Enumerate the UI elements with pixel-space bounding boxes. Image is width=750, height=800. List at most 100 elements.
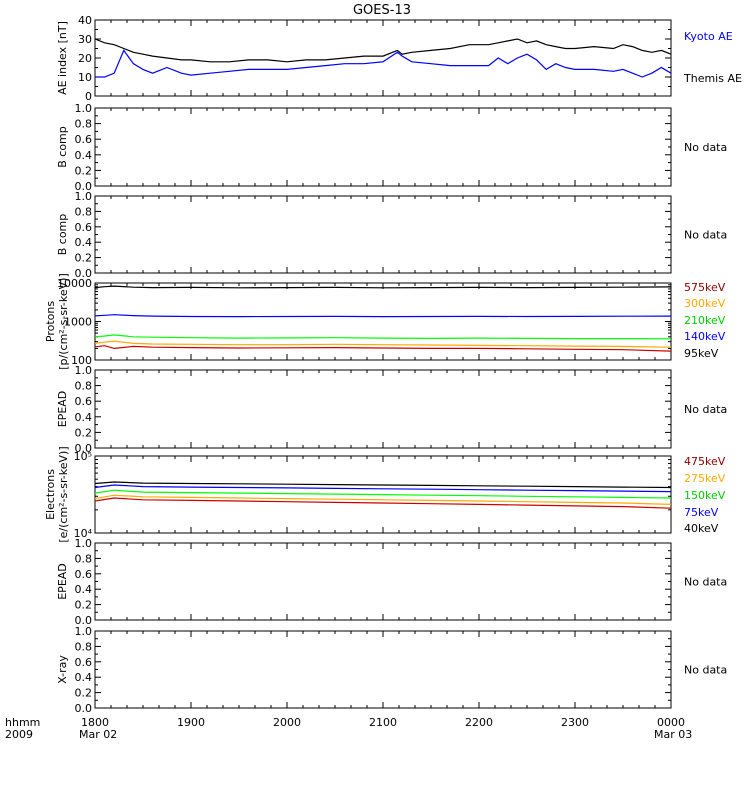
y-axis-label: Protons (44, 301, 57, 342)
panel-frame (94, 195, 672, 274)
series-line-300kev (94, 340, 672, 348)
y-axis-label: Electrons (44, 469, 57, 520)
y-tick-label: 1.0 (75, 102, 93, 115)
y-tick-label: 0.6 (75, 568, 93, 581)
series-line-475kev (94, 497, 672, 509)
y-axis-label: EPEAD (56, 391, 69, 428)
y-tick-label: 1.0 (75, 190, 93, 203)
y-tick-label: 0.0 (75, 442, 93, 455)
y-tick-label: 100 (71, 354, 92, 367)
time-axis-year-label: 2009 (5, 728, 33, 741)
y-tick-label: 0.6 (75, 221, 93, 234)
y-tick-label: 0.4 (75, 411, 93, 424)
y-tick-label: 10⁴ (74, 527, 93, 540)
panel-frame (94, 369, 672, 449)
y-axis-label: X-ray (56, 655, 69, 684)
y-tick-label: 40 (78, 14, 92, 27)
y-axis-label: B comp (56, 214, 69, 256)
y-tick-label: 1.0 (75, 625, 93, 638)
y-tick-label: 0.0 (75, 267, 93, 280)
time-tick-label: 1900 (177, 716, 205, 729)
y-tick-label: 0.0 (75, 702, 93, 715)
y-tick-label: 0.0 (75, 180, 93, 193)
time-axis-unit-label: hhmm (5, 716, 40, 729)
y-tick-label: 1000 (64, 316, 92, 329)
panel-xray: 0.0 0.2 0.4 0.6 0.8 1.0 X-ray No data (56, 625, 727, 715)
y-tick-label: 10000 (57, 277, 92, 290)
time-tick-label: 0000 (657, 716, 685, 729)
y-tick-label: 0.6 (75, 395, 93, 408)
panel-frame (94, 107, 672, 187)
panel-epead2: 0.0 0.2 0.4 0.6 0.8 1.0 EPEAD No data (56, 537, 727, 627)
series-line-40kev (94, 481, 672, 489)
y-tick-label: 0.6 (75, 656, 93, 669)
panel-frame (94, 630, 672, 709)
series-line-150kev (94, 489, 672, 499)
y-tick-label: 0.8 (75, 552, 93, 565)
panel-ae: 0 10 20 30 40 AE index [nT] Kyoto AE Themis AE (56, 14, 742, 103)
no-data-label: No data (684, 664, 727, 677)
time-tick-label: 2100 (369, 716, 397, 729)
y-tick-label: 10⁵ (74, 450, 92, 463)
series-line-140kev (94, 314, 672, 318)
legend-95kev: 95keV (684, 347, 719, 360)
series-line-275kev (94, 494, 672, 505)
y-axis-label: AE index [nT] (56, 21, 69, 95)
legend-150kev: 150keV (684, 489, 726, 502)
y-tick-label: 0.2 (75, 426, 93, 439)
panel-frame (94, 19, 672, 97)
series-line-95kev (94, 285, 672, 289)
panel-frame (94, 542, 672, 621)
y-tick-label: 0.8 (75, 640, 93, 653)
date-end-label: Mar 03 (654, 728, 692, 741)
legend-themis-ae: Themis AE (683, 72, 742, 85)
y-tick-label: 30 (78, 33, 92, 46)
legend-75kev: 75keV (684, 506, 719, 519)
y-tick-label: 0.8 (75, 380, 93, 393)
date-start-label: Mar 02 (79, 728, 117, 741)
y-tick-label: 0.4 (75, 149, 93, 162)
legend-210kev: 210keV (684, 314, 726, 327)
y-tick-label: 0.2 (75, 164, 93, 177)
y-tick-label: 0.2 (75, 599, 93, 612)
y-tick-label: 0.0 (75, 614, 93, 627)
time-tick-label: 2300 (561, 716, 589, 729)
y-tick-label: 0.6 (75, 133, 93, 146)
panel-bcomp2: 0.0 0.2 0.4 0.6 0.8 1.0 B comp No data (56, 190, 727, 280)
series-line-kyoto-ae (95, 49, 672, 78)
y-tick-label: 0.8 (75, 118, 93, 131)
y-axis-label: EPEAD (56, 563, 69, 600)
legend-kyoto-ae: Kyoto AE (684, 30, 733, 43)
y-tick-label: 1.0 (75, 537, 93, 550)
legend-40kev: 40keV (684, 522, 719, 535)
legend-275kev: 275keV (684, 472, 726, 485)
y-tick-label: 0.4 (75, 671, 93, 684)
figure-title: GOES-13 (353, 3, 411, 18)
series-line-210kev (94, 334, 672, 340)
time-tick-label: 2200 (465, 716, 493, 729)
panel-epead1: 0.0 0.2 0.4 0.6 0.8 1.0 EPEAD No data (56, 364, 727, 455)
y-tick-label: 1.0 (75, 364, 93, 377)
legend-300kev: 300keV (684, 297, 726, 310)
panel-bcomp1: 0.0 0.2 0.4 0.6 0.8 1.0 B comp No data (56, 102, 727, 193)
legend-575kev: 575keV (684, 281, 726, 294)
y-axis-unit-label: [e/(cm²-s-sr-keV)] (57, 446, 70, 542)
y-tick-label: 0.4 (75, 236, 93, 249)
legend-475kev: 475keV (684, 455, 726, 468)
no-data-label: No data (684, 141, 727, 154)
legend-140kev: 140keV (684, 330, 726, 343)
y-tick-label: 20 (78, 52, 92, 65)
y-tick-label: 0.8 (75, 205, 93, 218)
no-data-label: No data (684, 229, 727, 242)
series-line-themis-ae (94, 38, 672, 63)
no-data-label: No data (684, 403, 727, 416)
y-tick-label: 0 (85, 90, 92, 103)
series-line-75kev (94, 484, 672, 493)
time-tick-label: 2000 (273, 716, 301, 729)
panel-electrons: 10⁴ 10⁵ Electrons [e/(cm²-s-sr-keV)] 475keV 2… (44, 446, 726, 542)
y-tick-label: 0.2 (75, 252, 93, 265)
no-data-label: No data (684, 576, 727, 589)
